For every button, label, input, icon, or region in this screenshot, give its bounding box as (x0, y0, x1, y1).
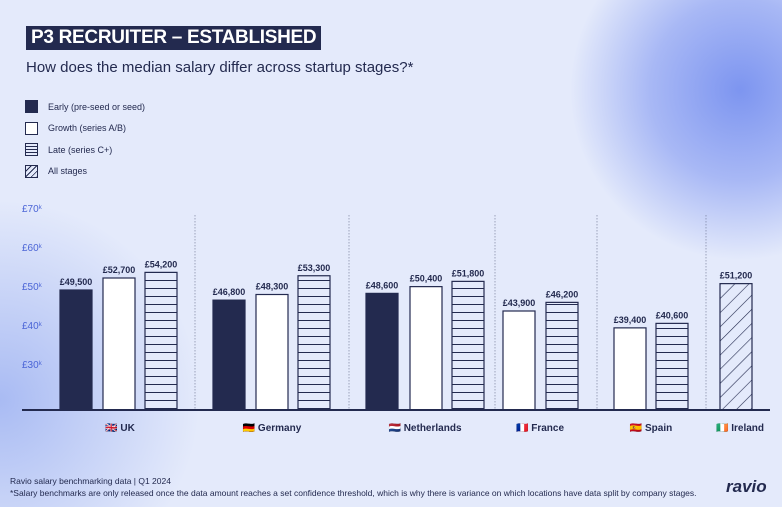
bar-value-label: £49,500 (60, 277, 93, 287)
bar-value-label: £52,700 (103, 265, 136, 275)
legend-label: Growth (series A/B) (48, 123, 127, 134)
bar (719, 283, 753, 411)
y-tick-label: £40k (22, 321, 43, 332)
bar (212, 299, 246, 411)
country-label: 🇫🇷 France (516, 422, 564, 434)
bar-value-label: £53,300 (298, 263, 331, 273)
bar-value-label: £40,600 (656, 310, 689, 320)
empty-swatch-icon (25, 121, 38, 135)
bar-value-label: £46,200 (546, 289, 579, 299)
bar (655, 322, 689, 411)
bar-value-label: £48,600 (366, 280, 399, 290)
country-label: 🇩🇪 Germany (243, 422, 302, 434)
legend-item-all: All stages (25, 161, 145, 183)
legend-label: Late (series C+) (48, 144, 113, 155)
bar-value-label: £51,200 (720, 271, 753, 281)
country-label: 🇪🇸 Spain (630, 422, 672, 434)
bar (613, 327, 647, 411)
bar (502, 310, 536, 411)
bar-value-label: £51,800 (452, 268, 485, 278)
bar (144, 271, 178, 411)
page-title: P3 RECRUITER – ESTABLISHED (26, 26, 322, 50)
bar (255, 293, 289, 411)
legend-label: All stages (48, 166, 88, 177)
bar (102, 277, 136, 411)
chart-subtitle: How does the median salary differ across… (26, 59, 414, 76)
lines-swatch-icon (25, 143, 38, 157)
y-tick-label: £70k (22, 204, 43, 215)
y-tick-label: £60k (22, 243, 43, 254)
ravio-logo: ravio (726, 477, 767, 496)
bar-value-label: £50,400 (410, 274, 443, 284)
bar (59, 289, 93, 411)
bar (297, 275, 331, 411)
bar-value-label: £46,800 (213, 287, 246, 297)
legend-item-late: Late (series C+) (25, 139, 145, 161)
legend-item-early: Early (pre-seed or seed) (25, 96, 145, 118)
source-note: Ravio salary benchmarking data | Q1 2024 (10, 476, 171, 486)
y-tick-label: £50k (22, 282, 43, 293)
bar-value-label: £48,300 (256, 282, 289, 292)
y-tick-label: £30k (22, 360, 43, 371)
legend-label: Early (pre-seed or seed) (48, 101, 146, 112)
bar (451, 280, 485, 411)
hatch-swatch-icon (25, 164, 38, 178)
bar (409, 286, 443, 411)
bar-value-label: £39,400 (614, 315, 647, 325)
legend: Early (pre-seed or seed) Growth (series … (25, 96, 145, 182)
bar-value-label: £54,200 (145, 259, 178, 269)
country-label: 🇬🇧 UK (105, 422, 135, 434)
bar-value-label: £43,900 (503, 298, 536, 308)
bar (365, 292, 399, 411)
solid-swatch-icon (25, 100, 38, 114)
country-label: 🇮🇪 Ireland (716, 422, 764, 434)
country-label: 🇳🇱 Netherlands (388, 422, 461, 434)
bar (545, 301, 579, 411)
legend-item-growth: Growth (series A/B) (25, 118, 145, 140)
footnote: *Salary benchmarks are only released onc… (10, 488, 697, 498)
